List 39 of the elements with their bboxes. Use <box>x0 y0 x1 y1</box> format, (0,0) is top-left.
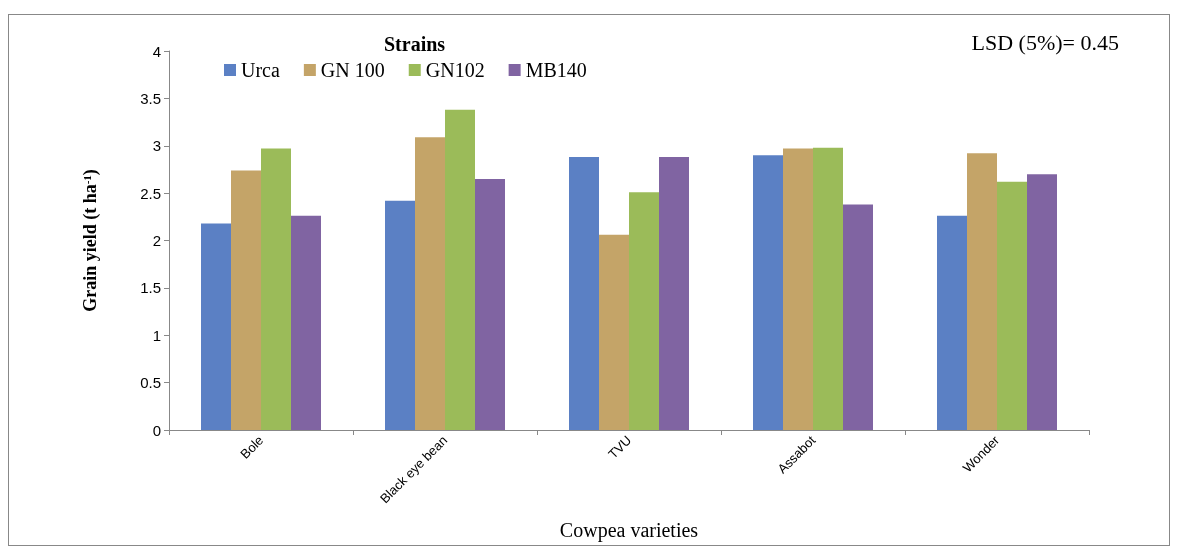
y-tick-label: 3 <box>152 137 161 155</box>
y-tick-label: 4 <box>152 42 161 60</box>
legend-label: GN 100 <box>320 59 385 81</box>
bar <box>599 234 629 430</box>
bar <box>201 223 231 430</box>
legend-label: MB140 <box>525 59 587 81</box>
bar <box>1027 174 1057 430</box>
y-tick-label: 2.5 <box>140 184 161 202</box>
bar <box>937 215 967 430</box>
bar <box>291 215 321 430</box>
y-tick-label: 1.5 <box>140 279 161 297</box>
bar <box>445 109 475 430</box>
y-tick-label: 1 <box>152 326 161 344</box>
bar <box>415 137 445 430</box>
bar <box>569 157 599 430</box>
x-tick-label: Bole <box>237 432 267 462</box>
y-tick-label: 0 <box>152 421 161 439</box>
y-tick-label: 3.5 <box>140 89 161 107</box>
legend-title: Strains <box>384 33 446 55</box>
bar <box>843 204 873 430</box>
annotation: LSD (5%)= 0.45 <box>971 29 1120 55</box>
bar <box>997 181 1027 430</box>
bar <box>813 147 843 430</box>
bar <box>475 178 505 430</box>
y-axis-title: Grain yield (t ha-1) <box>80 169 101 312</box>
x-axis-title: Cowpea varieties <box>559 519 699 542</box>
y-tick-label: 2 <box>152 232 161 249</box>
bar <box>659 157 689 430</box>
bar <box>967 153 997 430</box>
bar <box>629 192 659 430</box>
bar <box>783 148 813 430</box>
legend-label: GN102 <box>425 59 485 81</box>
y-tick-label: 0.5 <box>140 374 161 392</box>
bar <box>231 170 261 430</box>
bar <box>261 148 291 430</box>
bar <box>753 155 783 430</box>
bar <box>385 200 415 430</box>
x-tick-label: TVU <box>605 432 635 462</box>
legend-label: Urca <box>241 59 280 81</box>
